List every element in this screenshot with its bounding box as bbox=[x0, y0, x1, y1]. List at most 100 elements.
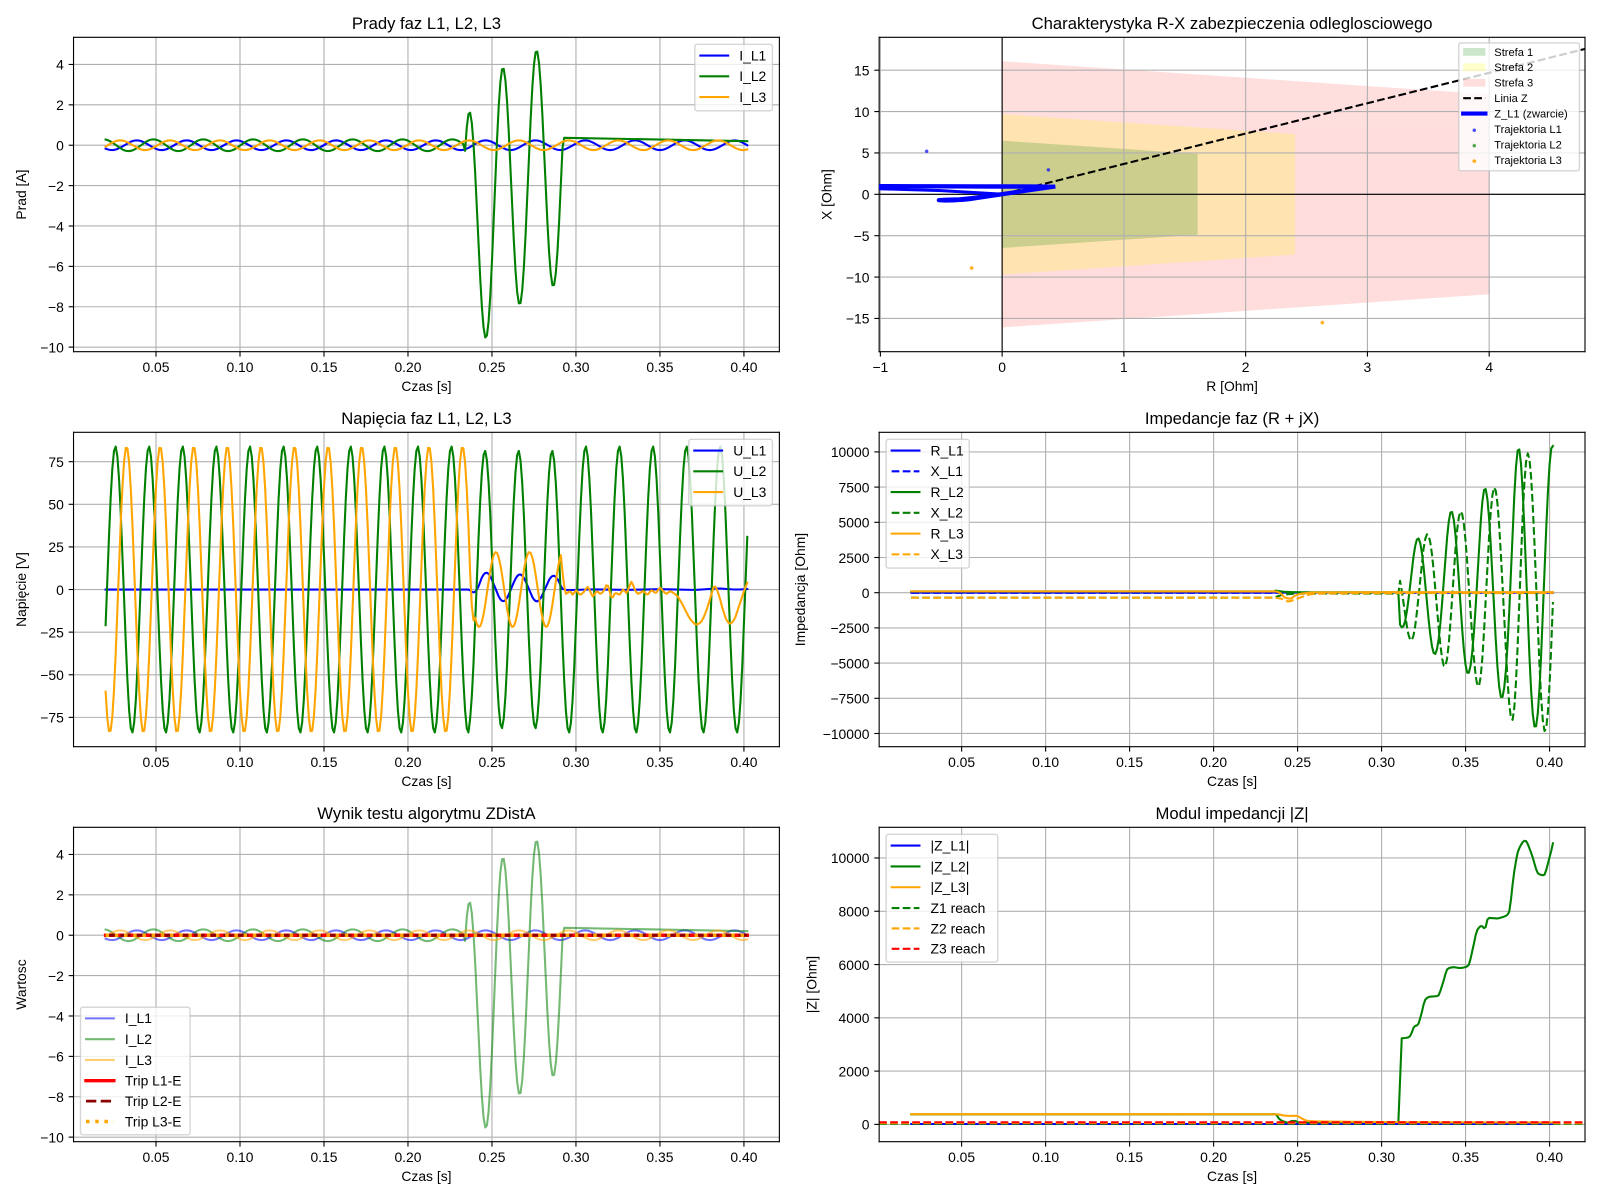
svg-text:4: 4 bbox=[1485, 359, 1493, 375]
svg-text:0: 0 bbox=[862, 585, 870, 601]
svg-text:−75: −75 bbox=[40, 710, 64, 726]
svg-text:U_L3: U_L3 bbox=[733, 484, 766, 500]
svg-text:0.40: 0.40 bbox=[730, 754, 757, 770]
svg-text:−2500: −2500 bbox=[830, 620, 869, 636]
svg-text:0.20: 0.20 bbox=[1200, 754, 1227, 770]
svg-text:Czas [s]: Czas [s] bbox=[401, 378, 451, 394]
svg-text:−10000: −10000 bbox=[823, 726, 870, 742]
svg-text:Napięcia faz L1, L2, L3: Napięcia faz L1, L2, L3 bbox=[341, 409, 511, 428]
svg-text:0.20: 0.20 bbox=[394, 1149, 421, 1165]
svg-text:0.25: 0.25 bbox=[478, 359, 505, 375]
svg-text:−10: −10 bbox=[846, 269, 870, 285]
svg-text:I_L2: I_L2 bbox=[739, 68, 766, 84]
svg-text:−10: −10 bbox=[40, 1129, 64, 1145]
svg-text:Strefa 1: Strefa 1 bbox=[1494, 47, 1533, 59]
svg-text:0.30: 0.30 bbox=[562, 359, 589, 375]
svg-text:0.35: 0.35 bbox=[646, 359, 673, 375]
svg-text:3: 3 bbox=[1364, 359, 1372, 375]
svg-text:0.40: 0.40 bbox=[730, 1149, 757, 1165]
svg-text:−8: −8 bbox=[48, 1089, 64, 1105]
svg-text:15: 15 bbox=[854, 62, 870, 78]
svg-text:|Z| [Ohm]: |Z| [Ohm] bbox=[803, 956, 819, 1013]
svg-text:4000: 4000 bbox=[839, 1010, 870, 1026]
svg-text:0.05: 0.05 bbox=[948, 1149, 975, 1165]
svg-text:8000: 8000 bbox=[839, 904, 870, 920]
svg-text:0.30: 0.30 bbox=[1368, 1149, 1395, 1165]
svg-text:0.05: 0.05 bbox=[142, 359, 169, 375]
svg-text:I_L1: I_L1 bbox=[739, 47, 766, 63]
svg-text:I_L3: I_L3 bbox=[739, 89, 766, 105]
svg-text:Prady faz L1, L2, L3: Prady faz L1, L2, L3 bbox=[352, 14, 501, 33]
svg-text:Trajektoria L1: Trajektoria L1 bbox=[1494, 124, 1562, 136]
svg-text:2000: 2000 bbox=[839, 1063, 870, 1079]
svg-text:−4: −4 bbox=[48, 1008, 64, 1024]
svg-text:Czas [s]: Czas [s] bbox=[1207, 1168, 1257, 1184]
svg-text:Prad [A]: Prad [A] bbox=[13, 169, 29, 219]
svg-text:0.10: 0.10 bbox=[226, 359, 253, 375]
svg-text:0.15: 0.15 bbox=[1116, 754, 1143, 770]
svg-text:75: 75 bbox=[48, 454, 64, 470]
svg-text:0.40: 0.40 bbox=[730, 359, 757, 375]
svg-text:0.05: 0.05 bbox=[948, 754, 975, 770]
svg-text:2: 2 bbox=[56, 887, 64, 903]
svg-text:−5000: −5000 bbox=[830, 655, 869, 671]
svg-text:−25: −25 bbox=[40, 624, 64, 640]
svg-text:Czas [s]: Czas [s] bbox=[401, 1168, 451, 1184]
svg-text:Czas [s]: Czas [s] bbox=[401, 773, 451, 789]
svg-text:−5: −5 bbox=[854, 228, 870, 244]
svg-text:7500: 7500 bbox=[839, 479, 870, 495]
svg-text:|Z_L2|: |Z_L2| bbox=[931, 858, 970, 874]
svg-text:2: 2 bbox=[56, 97, 64, 113]
svg-text:0.35: 0.35 bbox=[646, 754, 673, 770]
svg-text:Z_L1 (zwarcie): Z_L1 (zwarcie) bbox=[1494, 108, 1568, 120]
svg-text:0.25: 0.25 bbox=[1284, 754, 1311, 770]
svg-text:−6: −6 bbox=[48, 259, 64, 275]
svg-text:−10: −10 bbox=[40, 339, 64, 355]
svg-text:10000: 10000 bbox=[831, 850, 870, 866]
svg-text:−1: −1 bbox=[872, 359, 888, 375]
svg-text:X_L3: X_L3 bbox=[931, 546, 964, 562]
svg-text:Strefa 2: Strefa 2 bbox=[1494, 62, 1533, 74]
svg-text:0: 0 bbox=[862, 187, 870, 203]
svg-text:U_L2: U_L2 bbox=[733, 463, 766, 479]
svg-text:Trip L3-E: Trip L3-E bbox=[125, 1113, 182, 1129]
svg-text:0.15: 0.15 bbox=[310, 359, 337, 375]
svg-text:Modul impedancji |Z|: Modul impedancji |Z| bbox=[1156, 804, 1309, 823]
svg-text:Trip L1-E: Trip L1-E bbox=[125, 1073, 182, 1089]
svg-text:R [Ohm]: R [Ohm] bbox=[1206, 378, 1258, 394]
svg-text:−6: −6 bbox=[48, 1049, 64, 1065]
svg-text:Trajektoria L3: Trajektoria L3 bbox=[1494, 155, 1562, 167]
svg-text:0.15: 0.15 bbox=[1116, 1149, 1143, 1165]
svg-text:0.10: 0.10 bbox=[1032, 754, 1059, 770]
svg-text:2: 2 bbox=[1242, 359, 1250, 375]
svg-text:0.15: 0.15 bbox=[310, 1149, 337, 1165]
svg-text:−2: −2 bbox=[48, 178, 64, 194]
svg-text:X_L1: X_L1 bbox=[931, 463, 964, 479]
svg-text:0.05: 0.05 bbox=[142, 754, 169, 770]
svg-text:−8: −8 bbox=[48, 299, 64, 315]
svg-text:0.35: 0.35 bbox=[646, 1149, 673, 1165]
svg-text:0.25: 0.25 bbox=[478, 754, 505, 770]
svg-text:Z2 reach: Z2 reach bbox=[931, 920, 986, 936]
svg-text:U_L1: U_L1 bbox=[733, 442, 766, 458]
svg-text:Charakterystyka R-X zabezpiecz: Charakterystyka R-X zabezpieczenia odleg… bbox=[1032, 14, 1433, 33]
svg-text:0.30: 0.30 bbox=[562, 754, 589, 770]
svg-text:Z3 reach: Z3 reach bbox=[931, 941, 986, 957]
svg-text:0.40: 0.40 bbox=[1536, 1149, 1563, 1165]
svg-text:0: 0 bbox=[56, 928, 64, 944]
svg-text:0.10: 0.10 bbox=[226, 754, 253, 770]
svg-text:Trajektoria L2: Trajektoria L2 bbox=[1494, 140, 1562, 152]
svg-text:X [Ohm]: X [Ohm] bbox=[819, 169, 835, 220]
svg-text:0.20: 0.20 bbox=[1200, 1149, 1227, 1165]
svg-text:Z1 reach: Z1 reach bbox=[931, 900, 986, 916]
svg-text:R_L1: R_L1 bbox=[931, 442, 964, 458]
svg-text:0.35: 0.35 bbox=[1452, 754, 1479, 770]
svg-text:4: 4 bbox=[56, 57, 64, 73]
svg-text:0.20: 0.20 bbox=[394, 359, 421, 375]
svg-text:−15: −15 bbox=[846, 311, 870, 327]
svg-text:Czas [s]: Czas [s] bbox=[1207, 773, 1257, 789]
svg-text:−4: −4 bbox=[48, 218, 64, 234]
svg-text:Wynik testu algorytmu ZDistA: Wynik testu algorytmu ZDistA bbox=[317, 804, 536, 823]
svg-text:2500: 2500 bbox=[839, 550, 870, 566]
svg-text:4: 4 bbox=[56, 847, 64, 863]
